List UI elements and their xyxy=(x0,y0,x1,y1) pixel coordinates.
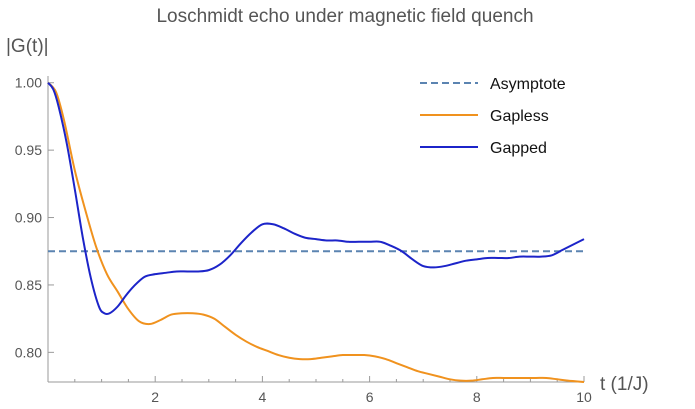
legend-label-asymptote: Asymptote xyxy=(490,76,566,93)
legend: Asymptote Gapless Gapped xyxy=(420,76,566,157)
y-tick-label: 1.00 xyxy=(15,75,42,91)
x-ticks: 2 4 6 8 10 xyxy=(74,376,592,405)
y-axis-label: |G(t)| xyxy=(6,36,49,57)
chart-title: Loschmidt echo under magnetic field quen… xyxy=(156,6,533,27)
x-axis-label: t (1/J) xyxy=(600,374,649,395)
x-tick-label: 2 xyxy=(151,389,159,405)
x-tick-label: 4 xyxy=(259,389,267,405)
y-tick-label: 0.95 xyxy=(15,142,42,158)
series-layer xyxy=(47,82,585,383)
x-tick-label: 6 xyxy=(366,389,374,405)
x-tick-label: 8 xyxy=(473,389,481,405)
y-tick-label: 0.80 xyxy=(15,344,42,360)
legend-label-gapless: Gapless xyxy=(490,108,549,125)
series-line-gapless xyxy=(47,82,585,383)
x-tick-label: 10 xyxy=(576,389,592,405)
y-tick-label: 0.85 xyxy=(15,277,42,293)
legend-label-gapped: Gapped xyxy=(490,140,547,157)
series-line-gapped xyxy=(47,82,585,316)
y-tick-label: 0.90 xyxy=(15,210,42,226)
y-ticks: 0.80 0.85 0.90 0.95 1.00 xyxy=(15,75,54,360)
